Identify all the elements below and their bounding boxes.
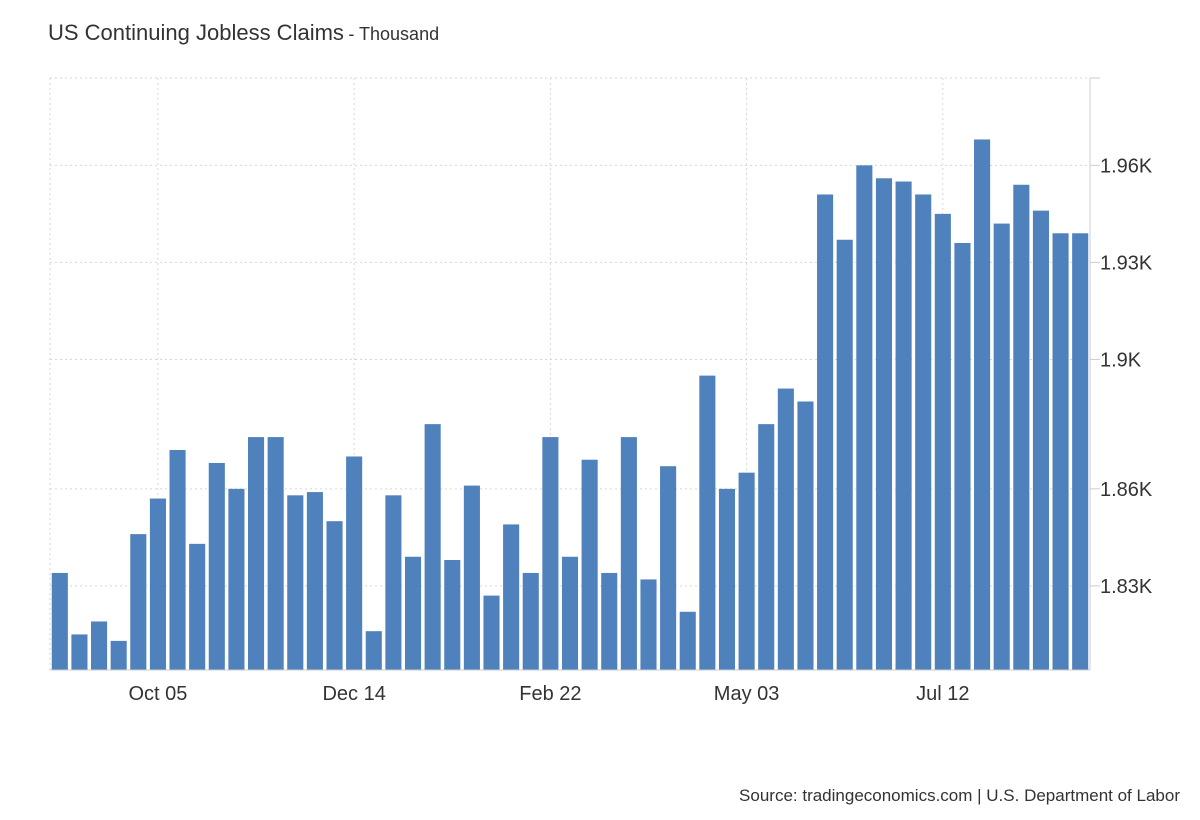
bar-24 [522, 572, 539, 670]
y-tick-label-4: 1.96K [1100, 155, 1153, 177]
bar-10 [247, 437, 265, 670]
bar-8 [208, 462, 225, 670]
bar-31 [660, 466, 677, 670]
bar-12 [287, 495, 304, 670]
y-tick-label-2: 1.9K [1100, 349, 1142, 371]
bar-45 [934, 213, 951, 671]
bar-39 [817, 194, 834, 670]
bar-6 [169, 450, 186, 670]
bar-26 [561, 556, 579, 670]
bar-46 [954, 242, 971, 670]
bar-41 [856, 165, 873, 670]
bar-chart: Oct 05 Dec 14 Feb 22 May 03 Jul 12 1.83K 1.86… [49, 77, 1153, 705]
axes [50, 77, 1100, 671]
y-axis-labels: 1.83K 1.86K 1.9K 1.93K 1.96K [1100, 155, 1153, 598]
bar-34 [718, 488, 736, 670]
bar-9 [228, 488, 245, 670]
bar-23 [503, 524, 520, 670]
bar-5 [149, 498, 166, 670]
bar-2 [91, 621, 108, 670]
bar-43 [895, 181, 912, 671]
bar-4 [130, 534, 147, 670]
bar-27 [581, 459, 598, 670]
bar-0 [51, 572, 68, 670]
bar-32 [679, 611, 696, 670]
bar-1 [71, 634, 88, 670]
bar-14 [326, 521, 343, 670]
bar-50 [1032, 210, 1049, 670]
bar-15 [346, 456, 363, 670]
bar-19 [424, 424, 441, 670]
bar-7 [189, 543, 206, 670]
bar-37 [777, 388, 794, 670]
bar-20 [444, 560, 461, 670]
bar-30 [640, 579, 657, 670]
bar-21 [463, 485, 480, 670]
bar-18 [404, 556, 422, 670]
chart-title: US Continuing Jobless Claims [48, 20, 344, 45]
bar-49 [1013, 184, 1030, 671]
bar-51 [1052, 233, 1069, 670]
x-tick-label-1: Dec 14 [322, 683, 385, 705]
bar-25 [542, 437, 559, 670]
chart-title-block: US Continuing Jobless Claims - Thousand [48, 20, 439, 46]
y-tick-label-1: 1.86K [1100, 479, 1153, 501]
bar-38 [797, 401, 814, 670]
bar-3 [110, 640, 127, 670]
x-axis-labels: Oct 05 Dec 14 Feb 22 May 03 Jul 12 [128, 683, 969, 705]
bar-47 [974, 139, 991, 670]
bar-44 [915, 194, 932, 670]
bar-40 [836, 239, 853, 670]
bar-42 [875, 178, 893, 670]
bar-29 [620, 437, 637, 670]
x-tick-label-0: Oct 05 [128, 683, 187, 705]
bar-35 [738, 472, 755, 670]
source-credit: Source: tradingeconomics.com | U.S. Depa… [739, 786, 1180, 805]
chart-subtitle: - Thousand [348, 24, 440, 44]
y-tick-label-3: 1.93K [1100, 252, 1153, 274]
bar-36 [758, 424, 775, 670]
bar-33 [699, 375, 716, 670]
bar-22 [483, 595, 500, 670]
bar-48 [993, 223, 1010, 670]
bar-28 [601, 572, 618, 670]
bar-13 [306, 492, 323, 670]
bar-11 [267, 437, 284, 670]
bar-series [51, 139, 1089, 671]
y-tick-label-0: 1.83K [1100, 576, 1153, 598]
x-tick-label-4: Jul 12 [916, 683, 969, 705]
x-tick-label-2: Feb 22 [519, 683, 581, 705]
x-tick-label-3: May 03 [714, 683, 780, 705]
bar-52 [1072, 233, 1089, 670]
bar-16 [365, 631, 382, 670]
bar-17 [385, 495, 402, 670]
